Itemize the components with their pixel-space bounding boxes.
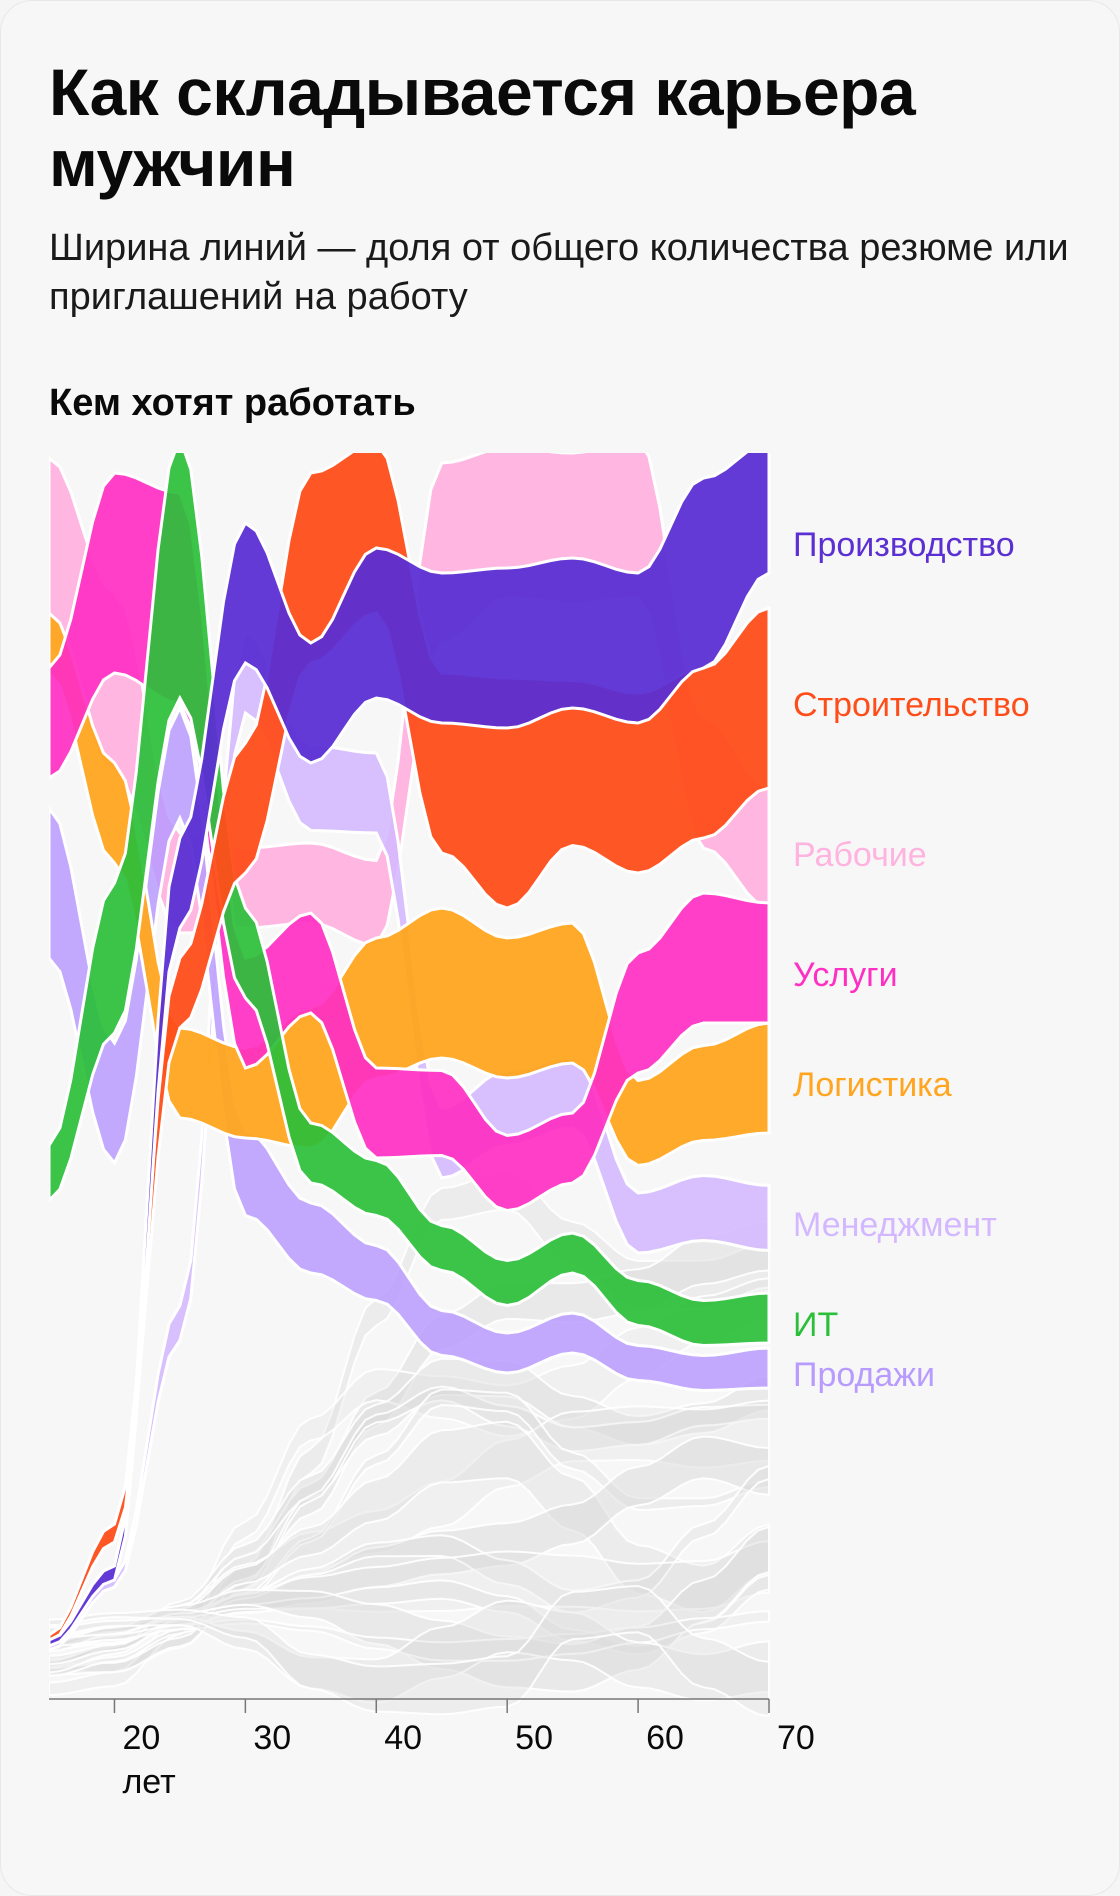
axis-tick: 40 — [384, 1719, 422, 1757]
axis-tick: 70 — [777, 1719, 815, 1757]
legend-item-construction: Строительство — [793, 686, 1030, 725]
legend-item-management: Менеджмент — [793, 1206, 997, 1245]
legend-item-services: Услуги — [793, 956, 898, 995]
legend-item-workers: Рабочие — [793, 836, 927, 875]
axis-unit: лет — [122, 1763, 175, 1801]
axis-tick: 50 — [515, 1719, 553, 1757]
background-streams — [49, 1172, 769, 1717]
legend-item-sales: Продажи — [793, 1356, 935, 1395]
page-subtitle: Ширина линий — доля от общего количества… — [49, 224, 1071, 323]
legend: Производство Строительство Рабочие Услуги Ло… — [793, 453, 1073, 1693]
axis-tick: 20 — [122, 1719, 160, 1757]
legend-item-it: ИТ — [793, 1306, 838, 1345]
chart-container: 20 30 40 50 60 70 лет Производство Строительств… — [49, 453, 1071, 1803]
chart-title: Кем хотят работать — [49, 382, 1071, 425]
legend-item-logistics: Логистика — [793, 1066, 952, 1105]
axis-tick: 60 — [646, 1719, 684, 1757]
legend-item-production: Производство — [793, 526, 1015, 565]
axis-tick: 30 — [253, 1719, 291, 1757]
page-title: Как складывается карьера мужчин — [49, 57, 1071, 200]
card: Как складывается карьера мужчин Ширина л… — [0, 0, 1120, 1896]
